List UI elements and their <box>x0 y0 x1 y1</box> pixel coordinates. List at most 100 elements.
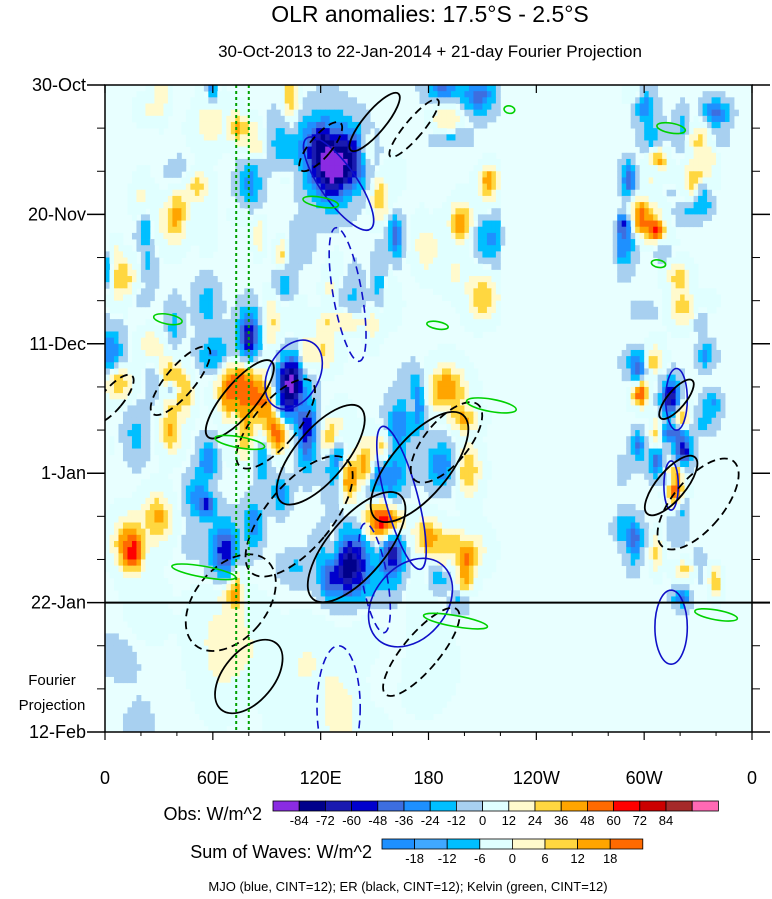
anomaly-cell <box>185 380 191 388</box>
anomaly-cell <box>410 239 416 246</box>
anomaly-cell <box>428 374 434 382</box>
anomaly-cell <box>284 386 290 394</box>
anomaly-cell <box>190 115 196 123</box>
anomaly-cell <box>235 294 241 302</box>
anomaly-cell <box>450 356 456 363</box>
anomaly-cell <box>298 263 304 271</box>
anomaly-cell <box>432 85 438 92</box>
anomaly-cell <box>424 263 429 271</box>
anomaly-cell <box>648 183 654 191</box>
anomaly-cell <box>199 165 205 172</box>
anomaly-cell <box>275 374 281 382</box>
anomaly-cell <box>181 349 187 357</box>
anomaly-cell <box>163 356 169 363</box>
anomaly-cell <box>482 312 488 320</box>
anomaly-cell <box>653 349 659 357</box>
anomaly-cell <box>253 171 259 178</box>
anomaly-cell <box>226 214 232 221</box>
anomaly-cell <box>441 245 447 252</box>
anomaly-cell <box>491 183 497 191</box>
anomaly-cell <box>298 85 304 92</box>
anomaly-cell <box>419 442 425 449</box>
anomaly-cell <box>383 232 389 240</box>
anomaly-cell <box>675 460 681 468</box>
anomaly-cell <box>325 300 331 308</box>
anomaly-cell <box>671 134 677 141</box>
anomaly-cell <box>432 454 438 462</box>
anomaly-cell <box>446 349 452 357</box>
anomaly-cell <box>343 171 349 178</box>
anomaly-cell <box>397 312 402 320</box>
anomaly-cell <box>365 467 371 474</box>
anomaly-cell <box>486 245 492 252</box>
anomaly-cell <box>248 177 254 184</box>
anomaly-cell <box>280 467 286 474</box>
anomaly-cell <box>680 312 685 320</box>
anomaly-cell <box>630 368 636 376</box>
anomaly-cell <box>639 115 645 123</box>
anomaly-cell <box>253 251 259 258</box>
anomaly-cell <box>230 134 236 141</box>
anomaly-cell <box>284 294 290 302</box>
anomaly-cell <box>212 399 218 406</box>
anomaly-cell <box>653 195 659 203</box>
anomaly-cell <box>262 454 268 462</box>
anomaly-cell <box>298 183 304 191</box>
anomaly-cell <box>468 140 474 148</box>
anomaly-cell <box>450 393 456 400</box>
anomaly-cell <box>711 171 717 178</box>
anomaly-cell <box>307 356 313 363</box>
anomaly-cell <box>271 399 277 406</box>
anomaly-cell <box>122 276 128 283</box>
anomaly-cell <box>468 319 474 326</box>
anomaly-cell <box>212 380 218 388</box>
anomaly-cell <box>289 128 295 135</box>
anomaly-cell <box>392 411 398 419</box>
anomaly-cell <box>149 91 155 98</box>
anomaly-cell <box>266 442 272 449</box>
anomaly-cell <box>253 454 259 462</box>
anomaly-cell <box>662 300 668 308</box>
anomaly-cell <box>671 417 677 425</box>
anomaly-cell <box>244 337 250 345</box>
anomaly-cell <box>190 473 196 480</box>
anomaly-cell <box>635 467 641 474</box>
anomaly-cell <box>397 165 402 172</box>
anomaly-cell <box>419 202 425 209</box>
anomaly-cell <box>352 417 358 425</box>
anomaly-cell <box>122 454 128 462</box>
anomaly-cell <box>689 257 694 265</box>
anomaly-cell <box>684 220 690 228</box>
anomaly-cell <box>244 115 250 123</box>
anomaly-cell <box>343 300 349 308</box>
anomaly-cell <box>239 405 245 412</box>
anomaly-cell <box>217 306 223 314</box>
anomaly-cell <box>199 115 205 123</box>
anomaly-cell <box>495 282 501 289</box>
anomaly-cell <box>140 97 146 104</box>
anomaly-cell <box>464 312 470 320</box>
anomaly-cell <box>316 165 322 172</box>
anomaly-cell <box>365 454 371 462</box>
anomaly-cell <box>271 294 277 302</box>
anomaly-cell <box>648 239 654 246</box>
anomaly-cell <box>167 399 173 406</box>
anomaly-cell <box>424 109 429 117</box>
anomaly-cell <box>446 220 452 228</box>
anomaly-cell <box>253 460 259 468</box>
anomaly-cell <box>266 331 272 339</box>
anomaly-cell <box>662 331 668 339</box>
anomaly-cell <box>343 411 349 419</box>
anomaly-cell <box>203 386 209 394</box>
anomaly-cell <box>302 158 308 166</box>
anomaly-cell <box>208 294 214 302</box>
anomaly-cell <box>302 214 308 221</box>
anomaly-cell <box>356 454 362 462</box>
anomaly-cell <box>716 121 721 129</box>
anomaly-cell <box>221 405 227 412</box>
anomaly-cell <box>644 448 650 456</box>
anomaly-cell <box>208 91 214 98</box>
anomaly-cell <box>370 436 375 443</box>
anomaly-cell <box>271 257 277 265</box>
anomaly-cell <box>176 208 182 215</box>
